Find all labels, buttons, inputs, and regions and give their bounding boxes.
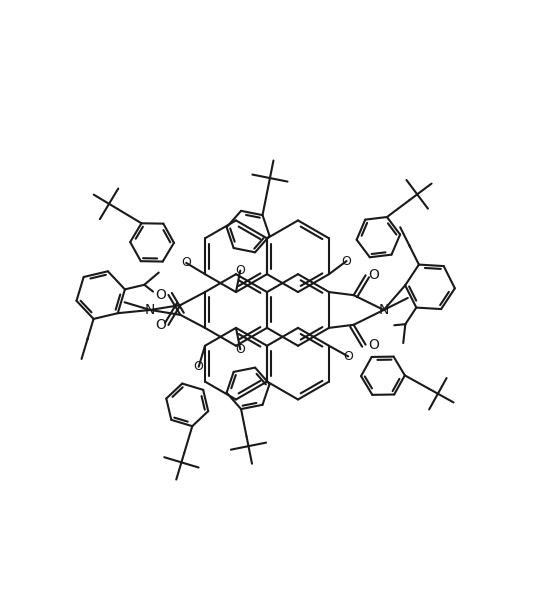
Text: O: O	[194, 360, 203, 373]
Text: O: O	[155, 318, 166, 332]
Text: O: O	[342, 255, 351, 267]
Text: O: O	[181, 256, 191, 270]
Text: O: O	[368, 268, 379, 282]
Text: N: N	[379, 303, 389, 317]
Text: O: O	[368, 338, 379, 351]
Text: O: O	[235, 264, 245, 277]
Text: O: O	[155, 288, 166, 302]
Text: O: O	[343, 350, 353, 363]
Text: N: N	[145, 303, 155, 317]
Text: O: O	[235, 343, 245, 356]
